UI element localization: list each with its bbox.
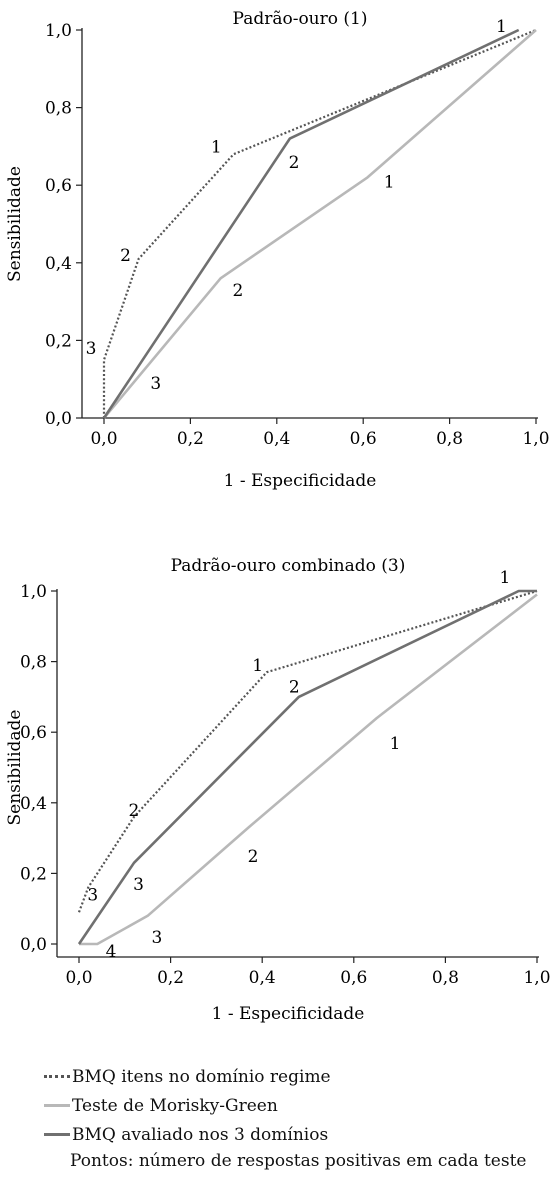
point-label: 3: [87, 886, 98, 906]
point-label: 1: [384, 172, 395, 192]
legend-label: Teste de Morisky-Green: [72, 1095, 278, 1116]
x-tick-label: 0,0: [65, 968, 92, 988]
point-label: 2: [289, 677, 300, 697]
legend-label: BMQ avaliado nos 3 domínios: [72, 1124, 329, 1145]
x-tick-label: 0,4: [263, 429, 290, 449]
y-tick-label: 0,8: [20, 653, 47, 673]
y-tick-label: 0,4: [20, 794, 47, 814]
x-tick-label: 0,2: [177, 429, 204, 449]
point-label: 2: [248, 847, 259, 867]
chart-panel-1: 0,0 0,2 0,4 0,6 0,8 1,0 0,0 0,2 0,4 0,6 0,8 1,0 Padr…: [5, 9, 550, 491]
series-line-2: [103, 29, 537, 419]
x-tick-label: 0,6: [340, 968, 367, 988]
legend-swatch-dark: [44, 1133, 70, 1136]
point-label: 3: [133, 875, 144, 895]
point-label: 2: [233, 281, 244, 301]
x-axis-title: 1 - Especificidade: [224, 471, 377, 491]
point-label: 3: [151, 928, 162, 948]
series-line-2: [79, 593, 538, 946]
x-tick-label: 0,0: [90, 429, 117, 449]
point-label: 1: [500, 568, 511, 588]
y-axis-title: Sensibilidade: [5, 710, 25, 826]
point-label: 3: [86, 339, 97, 359]
chart-title: Padrão-ouro (1): [233, 9, 368, 29]
y-tick-label: 0,4: [45, 254, 72, 274]
roc-charts: 0,0 0,2 0,4 0,6 0,8 1,0 0,0 0,2 0,4 0,6 0,8 1,0 Padr…: [5, 9, 551, 1024]
legend-item-bmq-3-dominios: BMQ avaliado nos 3 domínios: [44, 1120, 544, 1149]
point-label: 1: [496, 17, 507, 37]
point-label: 2: [289, 153, 300, 173]
legend-swatch-light: [44, 1104, 70, 1107]
chart-title: Padrão-ouro combinado (3): [171, 556, 406, 576]
y-tick-label: 1,0: [45, 21, 72, 41]
legend-label: BMQ itens no domínio regime: [72, 1066, 331, 1087]
y-tick-label: 0,6: [45, 176, 72, 196]
point-label: 3: [150, 374, 161, 394]
point-label: 2: [120, 246, 131, 266]
x-tick-label: 1,0: [523, 968, 550, 988]
y-tick-label: 0,2: [45, 331, 72, 351]
point-label: 1: [390, 734, 401, 754]
legend-swatch-dotted: [44, 1075, 70, 1078]
y-tick-label: 0,2: [20, 864, 47, 884]
legend-item-bmq-regime: BMQ itens no domínio regime: [44, 1062, 544, 1091]
x-tick-label: 0,8: [432, 968, 459, 988]
y-tick-label: 0,6: [20, 723, 47, 743]
series-line-1: [102, 28, 537, 418]
y-tick-label: 1,0: [20, 582, 47, 602]
point-label: 1: [211, 137, 222, 157]
x-tick-label: 0,6: [350, 429, 377, 449]
y-tick-label: 0,0: [45, 409, 72, 429]
y-tick-label: 0,8: [45, 99, 72, 119]
x-tick-label: 1,0: [522, 429, 549, 449]
series-line-1: [77, 589, 538, 913]
chart-panel-2: 0,0 0,2 0,4 0,6 0,8 1,0 0,0 0,2 0,4 0,6 0,8 1,0 Padr…: [5, 556, 551, 1024]
series-line-3: [102, 28, 520, 419]
point-label: 4: [106, 942, 117, 962]
x-tick-label: 0,8: [436, 429, 463, 449]
point-label: 2: [129, 801, 140, 821]
legend: BMQ itens no domínio regime Teste de Mor…: [44, 1062, 544, 1173]
series-line-3: [77, 589, 537, 945]
legend-note: Pontos: número de respostas positivas em…: [70, 1151, 527, 1171]
x-axis-title: 1 - Especificidade: [212, 1004, 365, 1024]
legend-item-morisky-green: Teste de Morisky-Green: [44, 1091, 544, 1120]
point-label: 1: [252, 656, 263, 676]
x-tick-label: 0,4: [249, 968, 276, 988]
x-tick-label: 0,2: [157, 968, 184, 988]
y-axis-title: Sensibilidade: [5, 166, 25, 282]
y-tick-label: 0,0: [20, 935, 47, 955]
